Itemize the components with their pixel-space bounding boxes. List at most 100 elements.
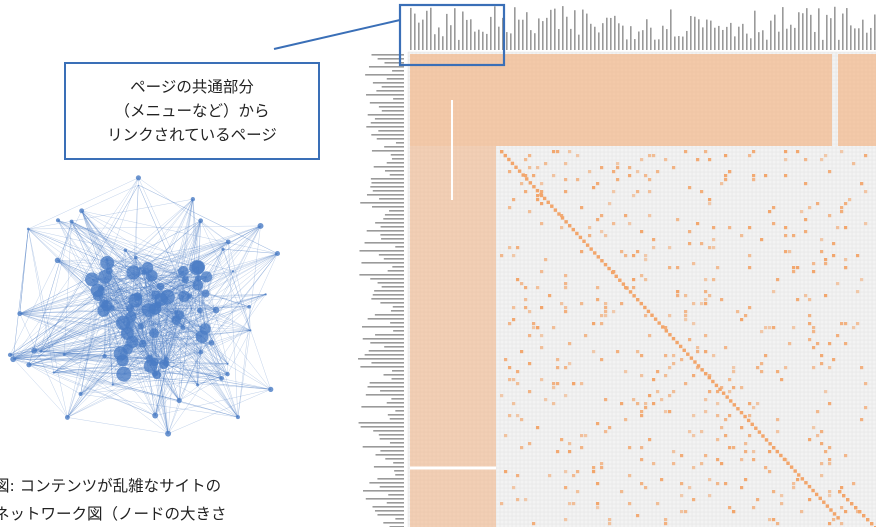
figure-caption: 図: コンテンツが乱雑なサイトの ネットワーク図（ノードの大きさ — [0, 472, 324, 528]
link-cell — [732, 366, 735, 369]
diagonal-cell — [833, 512, 836, 515]
diagonal-cell — [679, 345, 682, 348]
link-cell — [752, 458, 755, 461]
link-cell — [532, 326, 535, 329]
link-cell — [716, 458, 719, 461]
link-cell — [612, 270, 615, 273]
link-cell — [856, 322, 859, 325]
column-label-mark — [478, 30, 480, 50]
network-node — [10, 356, 16, 362]
link-cell — [692, 374, 695, 377]
link-cell — [860, 366, 863, 369]
row-label-mark — [380, 438, 404, 440]
network-node — [126, 321, 134, 329]
link-cell — [632, 254, 635, 257]
link-cell — [672, 362, 675, 365]
column-label-mark — [778, 32, 780, 50]
link-cell — [776, 418, 779, 421]
link-cell — [508, 322, 511, 325]
link-cell — [792, 234, 795, 237]
link-cell — [728, 446, 731, 449]
link-cell — [612, 170, 615, 173]
link-cell — [748, 226, 751, 229]
link-cell — [780, 378, 783, 381]
network-node — [56, 218, 60, 222]
link-cell — [848, 198, 851, 201]
diagonal-cell — [622, 282, 625, 285]
link-cell — [688, 186, 691, 189]
row-label-mark — [360, 202, 404, 204]
callout-line-2: （メニューなど）から — [114, 99, 269, 123]
row-label-mark — [379, 254, 404, 256]
link-cell — [712, 278, 715, 281]
diagonal-cell — [761, 434, 764, 437]
link-cell — [720, 182, 723, 185]
link-cell — [688, 338, 691, 341]
diagonal-cell — [715, 384, 718, 387]
link-cell — [652, 246, 655, 249]
link-cell — [828, 214, 831, 217]
link-cell — [568, 502, 571, 505]
network-node — [139, 340, 147, 348]
link-cell — [532, 322, 535, 325]
network-node — [189, 260, 204, 275]
network-node — [247, 305, 251, 309]
column-label-mark — [454, 8, 456, 50]
link-cell — [664, 326, 667, 329]
row-label-mark — [373, 506, 404, 508]
link-cell — [844, 454, 847, 457]
network-edge — [13, 229, 28, 359]
column-label-mark — [538, 18, 540, 50]
diagonal-cell — [511, 162, 514, 165]
column-label-mark — [522, 20, 524, 50]
diagonal-cell — [586, 243, 589, 246]
column-label-mark — [462, 11, 464, 50]
link-cell — [604, 306, 607, 309]
column-label-mark — [514, 7, 516, 50]
network-node — [196, 383, 199, 386]
link-cell — [656, 390, 659, 393]
link-cell — [684, 294, 687, 297]
link-cell — [796, 150, 799, 153]
link-cell — [656, 370, 659, 373]
link-cell — [504, 358, 507, 361]
row-label-mark — [383, 218, 404, 220]
row-label-mark — [379, 106, 404, 108]
link-cell — [600, 314, 603, 317]
diagonal-cell — [514, 166, 517, 169]
dense-block-top — [410, 54, 832, 146]
row-label-mark — [363, 446, 404, 448]
link-cell — [708, 478, 711, 481]
column-label-mark — [654, 40, 656, 50]
column-label-mark — [622, 26, 624, 50]
link-cell — [568, 450, 571, 453]
diagonal-cell — [779, 454, 782, 457]
link-cell — [556, 366, 559, 369]
diagonal-cell — [675, 341, 678, 344]
link-cell — [584, 334, 587, 337]
diagonal-cell — [568, 224, 571, 227]
link-cell — [692, 302, 695, 305]
diagonal-cell — [525, 177, 528, 180]
network-node — [17, 311, 22, 316]
column-label-mark — [586, 14, 588, 50]
diagonal-cell — [822, 501, 825, 504]
link-cell — [580, 302, 583, 305]
diagonal-cell — [589, 247, 592, 250]
row-label-mark — [370, 342, 404, 344]
row-label-mark — [388, 270, 404, 272]
link-cell — [724, 434, 727, 437]
network-node — [99, 299, 108, 308]
link-cell — [748, 434, 751, 437]
network-node — [152, 413, 158, 419]
link-cell — [604, 430, 607, 433]
row-label-mark — [369, 66, 404, 68]
link-cell — [788, 250, 791, 253]
link-cell — [668, 394, 671, 397]
link-cell — [592, 350, 595, 353]
link-cell — [740, 386, 743, 389]
link-cell — [564, 162, 567, 165]
diagonal-cell — [550, 205, 553, 208]
link-cell — [516, 498, 519, 501]
diagonal-cell — [579, 236, 582, 239]
